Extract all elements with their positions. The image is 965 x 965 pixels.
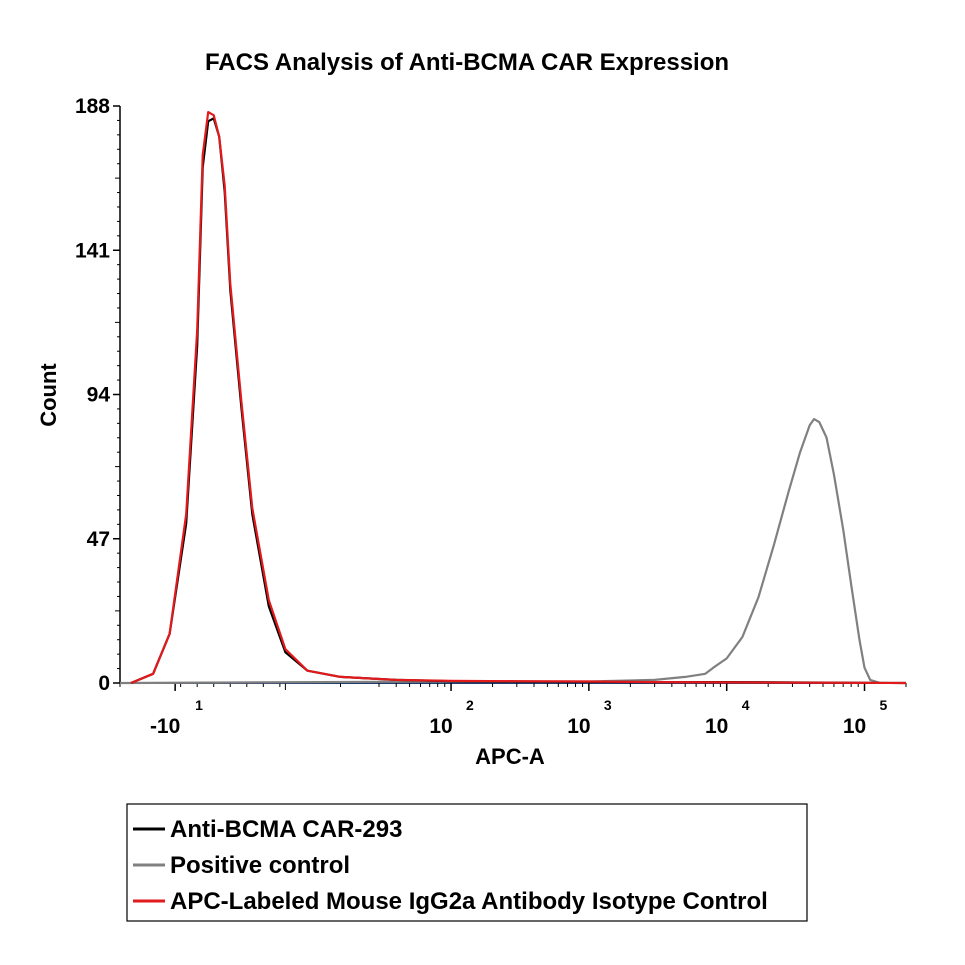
series-group [119, 111, 907, 685]
x-tick-label: 10 2 [429, 697, 474, 738]
x-tick-exponent: 2 [466, 697, 474, 713]
legend-label: Positive control [170, 852, 350, 879]
y-axis-label: Count [36, 363, 61, 427]
x-tick-base: 10 [429, 715, 452, 738]
y-tick-label: 47 [87, 528, 110, 551]
x-tick-label: 10 3 [567, 697, 612, 738]
series-line-2 [130, 111, 907, 685]
y-tick-label: 141 [75, 239, 110, 262]
x-tick-label: 10 5 [843, 697, 888, 738]
legend-label: APC-Labeled Mouse IgG2a Antibody Isotype… [170, 888, 768, 915]
x-axis-label: APC-A [475, 744, 545, 769]
plot-area [119, 106, 906, 684]
x-tick-exponent: 4 [742, 697, 750, 713]
y-axis-ticks: 0 47 94 141 188 [75, 95, 120, 695]
x-tick-exponent: 1 [195, 697, 203, 713]
legend: Anti-BCMA CAR-293 Positive control APC-Lab… [126, 803, 808, 922]
chart-title: FACS Analysis of Anti-BCMA CAR Expressio… [205, 49, 729, 76]
legend-box [126, 803, 808, 922]
series-line-0 [130, 117, 907, 685]
series-line-1 [119, 418, 881, 685]
x-tick-base: 10 [567, 715, 590, 738]
x-tick-label: 10 4 [705, 697, 750, 738]
x-tick-label: -10 1 [150, 697, 203, 738]
y-tick-label: 0 [98, 672, 110, 695]
x-tick-base: -10 [150, 715, 180, 738]
x-tick-exponent: 5 [880, 697, 888, 713]
x-tick-base: 10 [843, 715, 866, 738]
y-tick-label: 188 [75, 95, 110, 118]
x-tick-exponent: 3 [604, 697, 612, 713]
x-axis-ticks: -10 1 10 2 10 3 10 4 10 5 [119, 683, 907, 738]
y-tick-label: 94 [87, 384, 111, 407]
x-tick-base: 10 [705, 715, 728, 738]
legend-label: Anti-BCMA CAR-293 [170, 816, 402, 843]
